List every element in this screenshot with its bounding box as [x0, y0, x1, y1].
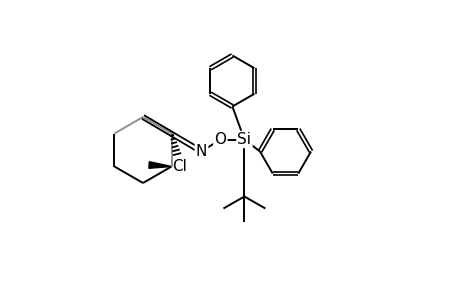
Polygon shape	[149, 162, 171, 168]
Text: N: N	[196, 144, 207, 159]
Text: O: O	[214, 132, 226, 147]
Text: Si: Si	[237, 132, 251, 147]
Text: Cl: Cl	[171, 159, 186, 174]
